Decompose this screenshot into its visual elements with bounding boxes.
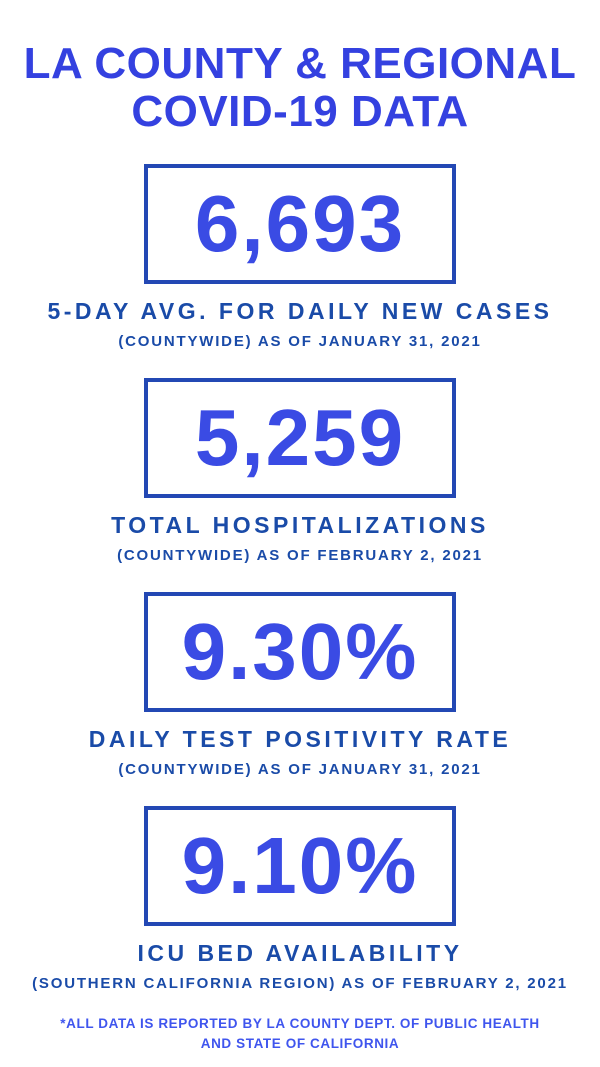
stat-value-box: 9.30% bbox=[144, 591, 456, 712]
stat-value: 6,693 bbox=[194, 178, 406, 268]
page-title-line1: LA COUNTY & REGIONAL bbox=[23, 39, 577, 88]
stat-value-box: 6,693 bbox=[144, 163, 456, 284]
stat-value: 9.30% bbox=[181, 606, 419, 696]
stat-card-daily-new-cases: 6,693 5-DAY AVG. FOR DAILY NEW CASES (CO… bbox=[0, 163, 600, 350]
stat-card-test-positivity-rate: 9.30% DAILY TEST POSITIVITY RATE (COUNTY… bbox=[0, 591, 600, 778]
page-title: LA COUNTY & REGIONAL COVID-19 DATA bbox=[0, 0, 600, 136]
stat-card-total-hospitalizations: 5,259 TOTAL HOSPITALIZATIONS (COUNTYWIDE… bbox=[0, 377, 600, 564]
attribution-line2: AND STATE OF CALIFORNIA bbox=[200, 1036, 400, 1052]
stat-value-box: 9.10% bbox=[144, 805, 456, 926]
stat-value-box: 5,259 bbox=[144, 377, 456, 498]
attribution-line1: *ALL DATA IS REPORTED BY LA COUNTY DEPT.… bbox=[60, 1015, 540, 1031]
stat-label: TOTAL HOSPITALIZATIONS bbox=[111, 511, 489, 538]
stat-sublabel: (COUNTYWIDE) AS OF JANUARY 31, 2021 bbox=[118, 332, 482, 350]
stat-sublabel: (SOUTHERN CALIFORNIA REGION) AS OF FEBRU… bbox=[32, 974, 568, 992]
stat-label: ICU BED AVAILABILITY bbox=[137, 939, 463, 966]
stat-value: 9.10% bbox=[181, 820, 419, 910]
stat-card-icu-bed-availability: 9.10% ICU BED AVAILABILITY (SOUTHERN CAL… bbox=[0, 805, 600, 992]
stat-sublabel: (COUNTYWIDE) AS OF JANUARY 31, 2021 bbox=[118, 760, 482, 778]
stat-label: 5-DAY AVG. FOR DAILY NEW CASES bbox=[47, 297, 553, 324]
data-source-attribution: *ALL DATA IS REPORTED BY LA COUNTY DEPT.… bbox=[0, 1014, 600, 1055]
stat-value: 5,259 bbox=[194, 392, 406, 482]
stat-sublabel: (COUNTYWIDE) AS OF FEBRUARY 2, 2021 bbox=[117, 546, 483, 564]
stat-label: DAILY TEST POSITIVITY RATE bbox=[88, 725, 512, 752]
page-title-line2: COVID-19 DATA bbox=[131, 86, 469, 136]
